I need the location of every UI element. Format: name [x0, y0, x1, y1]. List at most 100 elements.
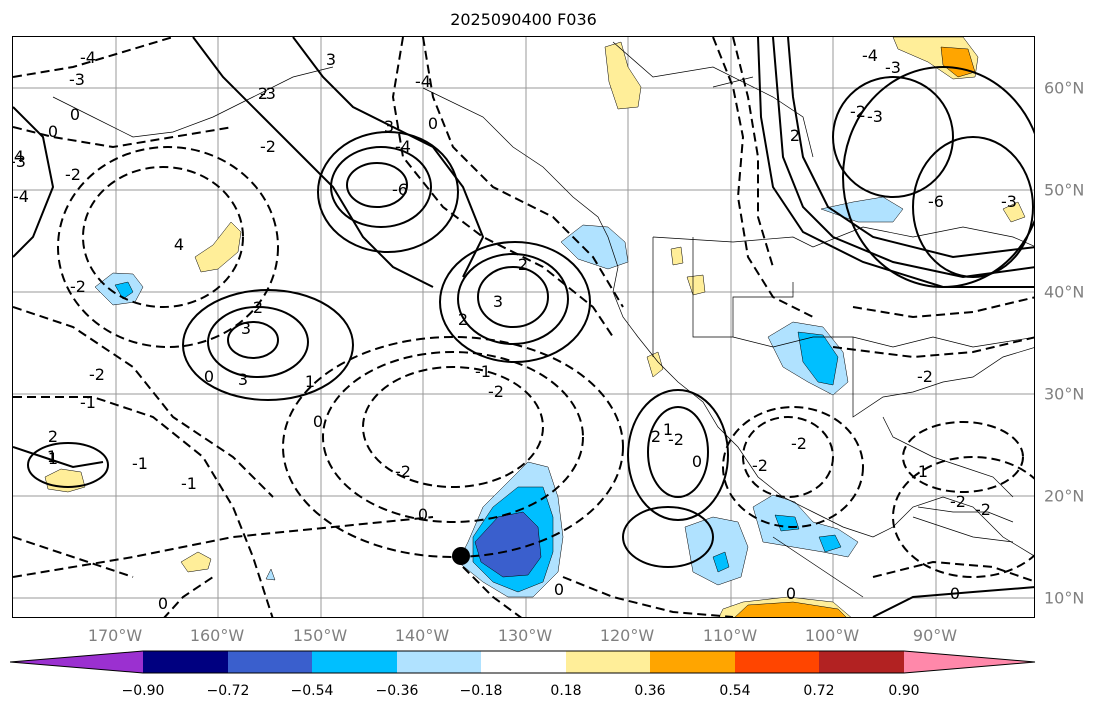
contour-label: -3 [885, 58, 901, 77]
lon-tick-label: 130°W [497, 626, 553, 645]
colorbar-segment [312, 651, 397, 673]
colorbar-segment [143, 651, 228, 673]
contour-label: -6 [928, 192, 944, 211]
contour-label: 1 [663, 420, 673, 439]
colorbar-label: 0.18 [550, 683, 582, 699]
contour-label: -3 [1001, 192, 1017, 211]
contour-label: -2 [65, 165, 81, 184]
yellow-region-nevada [670, 246, 684, 266]
contour-label: 2 [790, 126, 800, 145]
colorbar-segment [650, 651, 735, 673]
yellow-region-central [194, 221, 242, 273]
colorbar-segment [397, 651, 481, 673]
colorbar-label: −0.36 [375, 683, 419, 699]
contour-label: 3 [384, 117, 394, 136]
contour-label: -1 [181, 474, 197, 493]
shading-negative [94, 196, 904, 598]
lon-tick-label: 90°W [912, 626, 958, 645]
contour-label: -3 [867, 107, 883, 126]
contour-label: -2 [850, 102, 866, 121]
contour-label: -4 [395, 137, 411, 156]
lon-tick-label: 170°W [87, 626, 143, 645]
yellow-region-maritimes [1002, 201, 1026, 223]
blue-region-mex1 [684, 516, 749, 586]
lat-tick-label: 50°N [1044, 180, 1085, 200]
colorbar-label: 0.90 [888, 683, 920, 699]
lon-tick-label: 150°W [292, 626, 348, 645]
coastlines [52, 41, 1034, 598]
contour-label: -3 [69, 70, 85, 89]
colorbar-label: 0.72 [803, 683, 835, 699]
lon-tick-label: 110°W [702, 626, 758, 645]
contour-label: 4 [14, 147, 24, 166]
contour-label: -2 [260, 137, 276, 156]
contour-label: 3 [238, 370, 248, 389]
contour-label: 2 [48, 427, 58, 446]
yellow-region-baja [646, 351, 664, 378]
colorbar-label: −0.54 [290, 683, 334, 699]
lat-tick-label: 10°N [1044, 588, 1085, 608]
colorbar-segment [228, 651, 312, 673]
lon-tick-label: 120°W [599, 626, 655, 645]
contour-label: -2 [917, 367, 933, 386]
colorbar-segment [566, 651, 650, 673]
contour-label: -2 [752, 456, 768, 475]
yellow-region-idaho [686, 274, 706, 296]
colorbar-segments [10, 650, 1036, 674]
contour-label: 0 [554, 580, 564, 599]
contour-label: -2 [791, 434, 807, 453]
contour-label: 2 [253, 298, 263, 317]
graticule [13, 37, 1034, 617]
map-title: 2025090400 F036 [450, 10, 597, 29]
contour-label: 2 [518, 255, 528, 274]
yellow-region-alaska [604, 41, 642, 110]
contour-label: 0 [70, 105, 80, 124]
colorbar-segment [904, 651, 1035, 673]
contour-label: -3 [260, 84, 276, 103]
contour-label: -3 [13, 152, 26, 171]
cyan-region-westpac [114, 281, 134, 300]
colorbar-label: −0.18 [459, 683, 503, 699]
colorbar-segment [10, 651, 143, 673]
colorbar-segment [735, 651, 819, 673]
contour-label: -4 [13, 187, 29, 206]
map-svg: -4 -3 0 -2 2 -3 -4 3 0 3 -4 -2 0 -3 -4 -… [13, 37, 1034, 617]
colorbar-label: 0.54 [719, 683, 751, 699]
colorbar [10, 650, 1036, 674]
colorbar-label: −0.90 [121, 683, 165, 699]
colorbar-segment [819, 651, 904, 673]
contour-label: 2 [258, 84, 268, 103]
colorbar-label: 0.36 [634, 683, 666, 699]
yellow-region-hawaii [44, 468, 86, 493]
contour-label: 0 [428, 114, 438, 133]
contour-label: 3 [326, 50, 336, 69]
lon-tick-label: 100°W [804, 626, 860, 645]
contour-label: -6 [392, 180, 408, 199]
contour-label: 0 [418, 505, 428, 524]
colorbar-segment [481, 651, 566, 673]
contour-label: -2 [975, 500, 991, 519]
lon-tick-label: 160°W [189, 626, 245, 645]
contour-label: 1 [305, 372, 315, 391]
contour-label: 2 [651, 427, 661, 446]
contour-label: -2 [488, 382, 504, 401]
contour-label: 0 [48, 122, 58, 141]
contour-label: 0 [692, 452, 702, 471]
lat-tick-label: 30°N [1044, 384, 1085, 404]
colorbar-outline [10, 650, 1036, 674]
contour-label: -1 [80, 393, 96, 412]
contour-label: -2 [89, 365, 105, 384]
contour-label: 0 [950, 584, 960, 603]
contour-label: 1 [47, 447, 57, 466]
contour-label-layer: -4 -3 0 -2 2 -3 -4 3 0 3 -4 -2 0 -3 -4 -… [13, 46, 1017, 613]
contour-label: -1 [132, 454, 148, 473]
cyan-region-gulf [797, 331, 839, 386]
lat-tick-label: 40°N [1044, 282, 1085, 302]
cyan-region-mex1 [712, 551, 730, 573]
blue-speck [265, 568, 276, 581]
blue-region-pacnw [560, 224, 629, 270]
yellow-region-sw [180, 551, 212, 573]
contour-label: 0 [313, 412, 323, 431]
contour-label: 0 [786, 584, 796, 603]
black-dot-marker [452, 547, 470, 565]
